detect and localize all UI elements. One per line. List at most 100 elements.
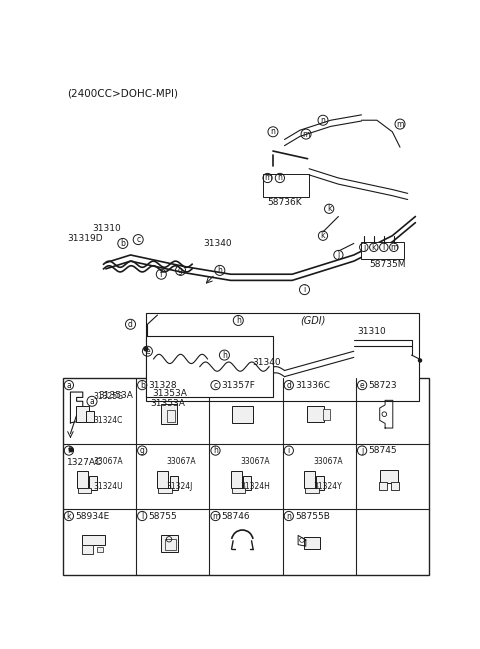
Text: 58934E: 58934E xyxy=(75,511,109,520)
Text: h: h xyxy=(236,316,241,325)
Text: 33067A: 33067A xyxy=(313,458,343,467)
Text: 58735M: 58735M xyxy=(369,260,406,269)
Text: n: n xyxy=(321,116,325,125)
Text: l: l xyxy=(141,511,144,520)
Text: 33067A: 33067A xyxy=(167,458,196,467)
Text: 31340: 31340 xyxy=(204,239,232,248)
Text: 31324Y: 31324Y xyxy=(313,482,342,491)
Text: l: l xyxy=(383,243,385,252)
Text: j: j xyxy=(363,243,365,252)
Bar xyxy=(263,174,309,197)
Text: 31324U: 31324U xyxy=(94,482,123,491)
FancyBboxPatch shape xyxy=(231,406,253,422)
FancyBboxPatch shape xyxy=(307,406,324,422)
Text: e: e xyxy=(145,347,150,356)
Bar xyxy=(146,336,273,397)
Text: (2400CC>DOHC-MPI): (2400CC>DOHC-MPI) xyxy=(67,89,179,99)
Text: 31324H: 31324H xyxy=(240,482,270,491)
Text: 31310: 31310 xyxy=(92,225,121,233)
Text: k: k xyxy=(372,243,376,252)
Text: 31328: 31328 xyxy=(148,380,177,389)
Bar xyxy=(63,378,429,574)
Text: i: i xyxy=(303,285,306,294)
Text: h: h xyxy=(222,350,227,360)
Text: 58745: 58745 xyxy=(368,446,397,455)
FancyBboxPatch shape xyxy=(96,547,103,552)
Text: 58755B: 58755B xyxy=(295,511,330,520)
FancyBboxPatch shape xyxy=(157,471,168,488)
Text: 31310: 31310 xyxy=(358,328,386,336)
Text: 58723: 58723 xyxy=(368,380,397,389)
Text: 33067A: 33067A xyxy=(240,458,270,467)
Text: a: a xyxy=(90,397,95,406)
FancyBboxPatch shape xyxy=(161,535,178,552)
FancyBboxPatch shape xyxy=(231,488,245,493)
Text: 58746: 58746 xyxy=(222,511,250,520)
Text: k: k xyxy=(321,231,325,240)
FancyBboxPatch shape xyxy=(231,471,241,488)
Text: f: f xyxy=(160,270,163,278)
Text: m: m xyxy=(264,173,271,182)
FancyBboxPatch shape xyxy=(391,482,399,489)
Circle shape xyxy=(144,347,148,351)
Text: f: f xyxy=(68,446,70,455)
FancyBboxPatch shape xyxy=(168,410,175,422)
Text: b: b xyxy=(120,239,125,248)
Text: n: n xyxy=(277,173,282,182)
Text: c: c xyxy=(136,235,140,244)
FancyBboxPatch shape xyxy=(89,476,97,489)
Text: n: n xyxy=(271,127,276,136)
FancyBboxPatch shape xyxy=(86,411,95,422)
Circle shape xyxy=(419,359,421,362)
FancyBboxPatch shape xyxy=(304,537,320,549)
FancyBboxPatch shape xyxy=(379,482,386,489)
Bar xyxy=(361,242,404,259)
Text: 31324C: 31324C xyxy=(94,416,123,425)
Text: n: n xyxy=(287,511,291,520)
FancyBboxPatch shape xyxy=(323,409,330,419)
Text: m: m xyxy=(302,130,310,139)
Text: g: g xyxy=(140,446,144,455)
FancyBboxPatch shape xyxy=(305,488,319,493)
Text: i: i xyxy=(288,446,290,455)
Text: k: k xyxy=(67,511,71,520)
FancyBboxPatch shape xyxy=(78,488,92,493)
Text: (GDI): (GDI) xyxy=(300,315,325,325)
Text: 33067A: 33067A xyxy=(94,458,123,467)
Text: m: m xyxy=(390,243,397,252)
Text: d: d xyxy=(128,320,133,329)
Bar xyxy=(146,313,419,401)
FancyBboxPatch shape xyxy=(77,471,88,488)
Text: m: m xyxy=(396,119,404,129)
FancyBboxPatch shape xyxy=(304,471,315,488)
Circle shape xyxy=(69,448,73,452)
Text: j: j xyxy=(361,446,363,455)
Text: 31324J: 31324J xyxy=(167,482,193,491)
FancyBboxPatch shape xyxy=(82,545,93,554)
Text: h: h xyxy=(217,266,222,275)
Text: 31319D: 31319D xyxy=(67,234,103,243)
FancyBboxPatch shape xyxy=(243,476,251,489)
Text: d: d xyxy=(287,380,291,389)
Text: e: e xyxy=(360,380,364,389)
Text: 31353A: 31353A xyxy=(151,399,185,408)
Text: k: k xyxy=(327,204,331,214)
Text: 31353A: 31353A xyxy=(152,389,187,398)
Text: b: b xyxy=(140,380,144,389)
FancyBboxPatch shape xyxy=(158,488,172,493)
FancyBboxPatch shape xyxy=(82,535,105,545)
Text: 31325G: 31325G xyxy=(94,392,123,401)
FancyBboxPatch shape xyxy=(170,476,178,489)
FancyBboxPatch shape xyxy=(380,470,398,484)
Text: g: g xyxy=(178,266,183,275)
Text: 58736K: 58736K xyxy=(267,198,302,207)
FancyBboxPatch shape xyxy=(76,406,88,422)
Text: h: h xyxy=(213,446,218,455)
Text: 31340: 31340 xyxy=(252,358,281,367)
Text: c: c xyxy=(214,380,217,389)
Text: m: m xyxy=(212,511,219,520)
FancyBboxPatch shape xyxy=(316,476,324,489)
Text: 58755: 58755 xyxy=(148,511,177,520)
Text: 31357F: 31357F xyxy=(222,380,255,389)
Text: a: a xyxy=(67,380,71,389)
